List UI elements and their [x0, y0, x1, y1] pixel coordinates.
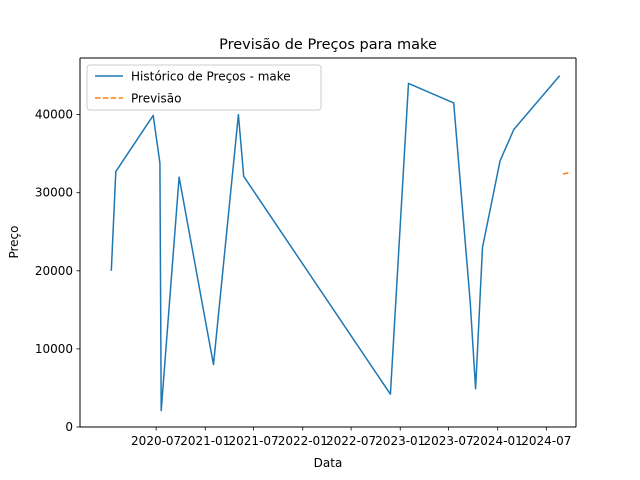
y-tick-label: 30000 [35, 186, 73, 200]
forecast-line [562, 171, 571, 175]
tick-layer: 0 10000 20000 30000 40000 2020-07 2021-012021-… [35, 108, 572, 448]
x-tick-label: 2021-01 [180, 434, 230, 448]
y-tick-label: 0 [65, 420, 73, 434]
legend-history-label: Histórico de Preços - make [131, 70, 291, 84]
y-tick-label: 20000 [35, 264, 73, 278]
legend: Histórico de Preços - make Previsão [86, 64, 322, 111]
x-tick-label: 2020-07 [131, 434, 181, 448]
series-layer [110, 75, 571, 412]
x-tick-label: 2021-07 [229, 434, 279, 448]
plot-area [80, 58, 576, 427]
y-tick-label: 40000 [35, 108, 73, 122]
history-line [110, 75, 561, 412]
x-tick-label: 2022-01 [278, 434, 328, 448]
legend-frame [86, 64, 322, 111]
x-tick-label: 2024-01 [473, 434, 523, 448]
chart-title: Previsão de Preços para make [219, 37, 437, 53]
y-tick-label: 10000 [35, 342, 73, 356]
x-tick-label: 2023-07 [424, 434, 474, 448]
x-tick-label: 2023-01 [375, 434, 425, 448]
x-tick-label: 2022-07 [326, 434, 376, 448]
x-tick-label: 2024-07 [521, 434, 571, 448]
y-axis-title: Preço [7, 225, 21, 258]
x-axis-title: Data [314, 456, 343, 470]
legend-forecast-label: Previsão [131, 92, 181, 106]
